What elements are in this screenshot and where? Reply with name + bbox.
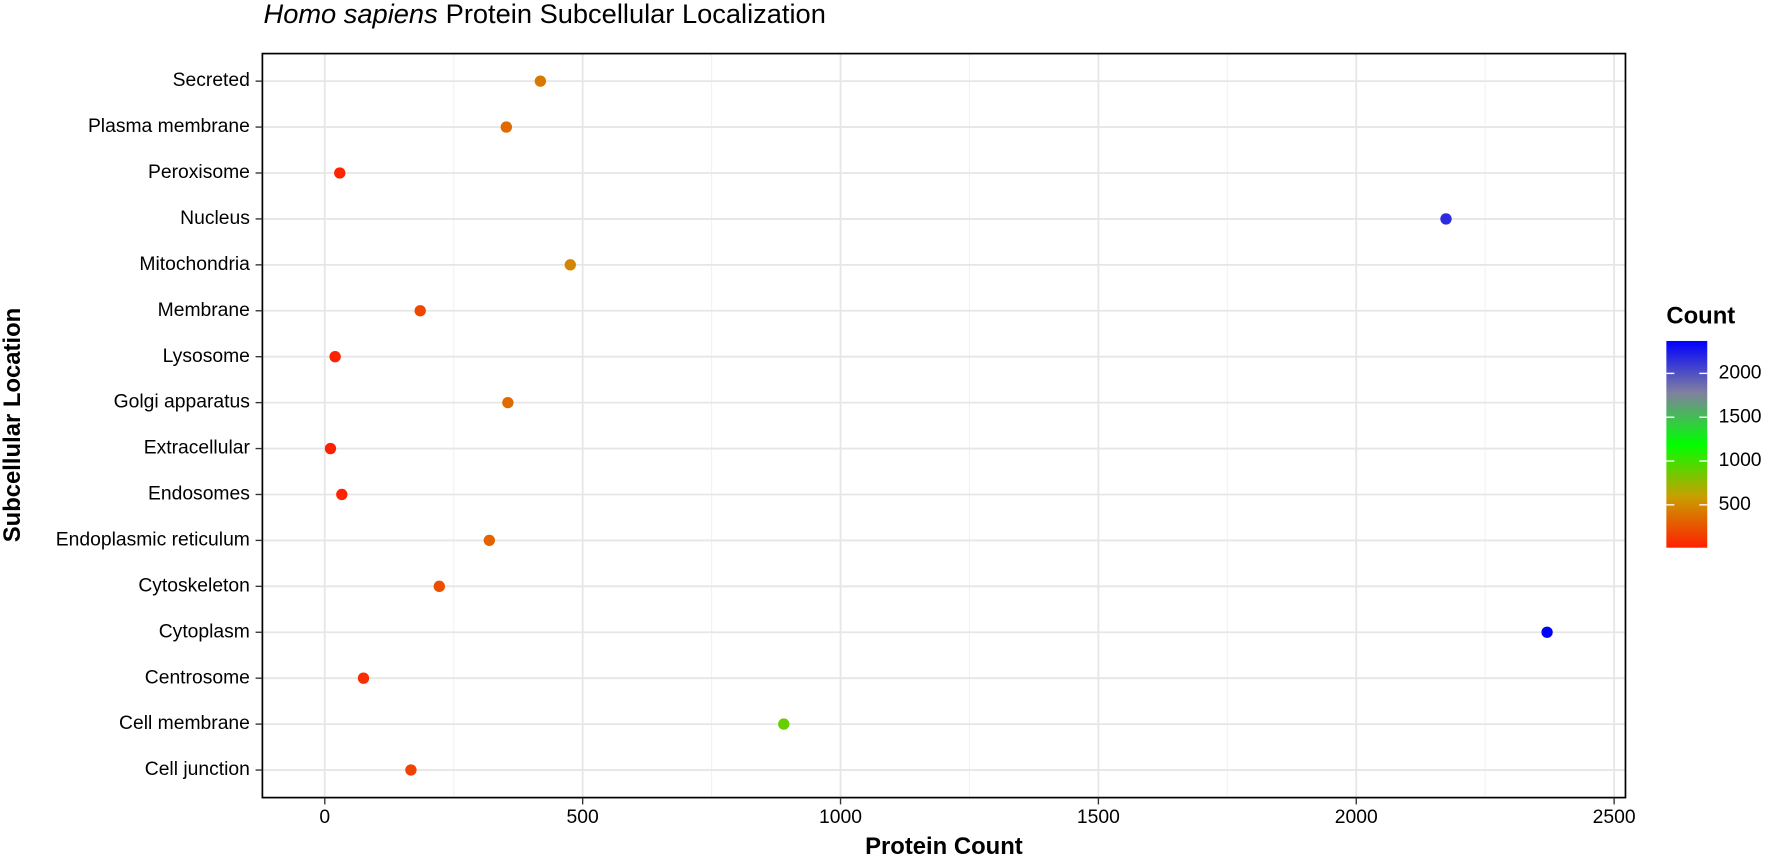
y-tick-label: Nucleus bbox=[180, 208, 250, 229]
title-text: Protein Subcellular Localization bbox=[446, 0, 826, 29]
x-axis-title: Protein Count bbox=[865, 833, 1023, 858]
y-tick-label: Centrosome bbox=[145, 667, 250, 688]
y-tick-label: Cell junction bbox=[145, 759, 250, 780]
colorbar bbox=[1666, 340, 1708, 548]
y-tick-label: Cell membrane bbox=[119, 713, 250, 734]
x-tick-label: 2000 bbox=[1335, 807, 1378, 828]
point bbox=[357, 672, 370, 684]
y-tick-label: Plasma membrane bbox=[88, 116, 250, 137]
plot-panel bbox=[262, 53, 1626, 798]
y-tick-label: Extracellular bbox=[144, 438, 251, 459]
y-tick-label: Mitochondria bbox=[139, 254, 250, 275]
x-tick-label: 500 bbox=[567, 807, 599, 828]
x-tick-label: 1500 bbox=[1077, 807, 1120, 828]
y-tick-label: Lysosome bbox=[163, 346, 250, 367]
y-tick-label: Membrane bbox=[158, 300, 250, 321]
y-tick-label: Golgi apparatus bbox=[114, 392, 250, 413]
point bbox=[500, 121, 513, 133]
y-tick-label: Cytoplasm bbox=[159, 621, 250, 642]
point bbox=[483, 534, 495, 547]
point bbox=[405, 764, 417, 776]
y-tick-label: Endosomes bbox=[148, 484, 250, 505]
y-tick-label: Secreted bbox=[173, 70, 250, 91]
colorbar-tick-label: 1500 bbox=[1719, 406, 1762, 427]
point bbox=[1440, 213, 1452, 225]
x-tick-label: 2500 bbox=[1593, 807, 1636, 828]
point bbox=[336, 488, 348, 501]
x-tick-label: 0 bbox=[319, 807, 330, 828]
point bbox=[324, 442, 337, 455]
y-axis-title: Subcellular Location bbox=[0, 308, 26, 543]
legend-title: Count bbox=[1666, 302, 1735, 329]
point bbox=[414, 305, 426, 317]
point bbox=[433, 580, 445, 593]
point bbox=[564, 259, 576, 271]
point bbox=[778, 718, 790, 730]
point bbox=[534, 75, 547, 87]
x-tick-label: 1000 bbox=[819, 807, 862, 828]
panel-border bbox=[261, 52, 1627, 799]
point bbox=[334, 167, 346, 179]
point bbox=[329, 351, 341, 363]
colorbar-tick-label: 2000 bbox=[1719, 362, 1762, 383]
colorbar-tick-label: 1000 bbox=[1719, 450, 1762, 471]
y-tick-label: Cytoskeleton bbox=[138, 575, 250, 596]
y-tick-label: Peroxisome bbox=[148, 162, 250, 183]
y-tick-label: Endoplasmic reticulum bbox=[56, 530, 250, 551]
colorbar-tick-label: 500 bbox=[1719, 494, 1751, 515]
title-italic: Homo sapiens bbox=[264, 0, 439, 29]
point bbox=[502, 396, 514, 409]
point bbox=[1541, 626, 1553, 638]
chart-title: Homo sapiens Protein Subcellular Localiza… bbox=[264, 0, 826, 29]
